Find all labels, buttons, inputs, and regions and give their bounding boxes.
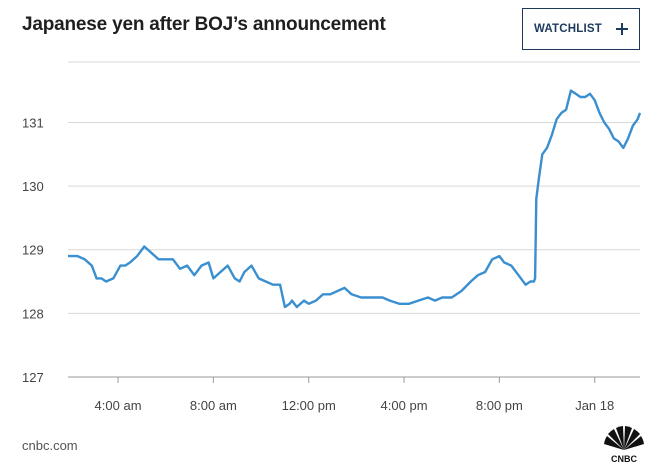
watchlist-button[interactable]: WATCHLIST — [522, 8, 640, 50]
peacock-icon — [604, 426, 644, 450]
source-label: cnbc.com — [22, 438, 78, 453]
series-layer — [68, 89, 642, 309]
x-tick-label: 4:00 am — [95, 398, 142, 413]
y-tick-label: 130 — [22, 179, 44, 194]
axis-layer: 127 128 129 130 131 4:00 am 8:00 am 12:00 pm 4:0… — [22, 115, 640, 413]
y-tick-label: 128 — [22, 306, 44, 321]
watchlist-label: WATCHLIST — [533, 23, 603, 35]
y-tick-label: 131 — [22, 115, 44, 130]
x-tick-label: 8:00 pm — [476, 398, 523, 413]
series-line — [68, 89, 642, 309]
grid-layer — [68, 61, 640, 314]
svg-text:CNBC: CNBC — [611, 454, 637, 464]
x-tick-label: Jan 18 — [575, 398, 614, 413]
cnbc-peacock-logo: CNBC — [604, 426, 644, 464]
chart-title: Japanese yen after BOJ’s announcement — [22, 14, 386, 35]
y-tick-label: 127 — [22, 370, 44, 385]
x-tick-label: 4:00 pm — [381, 398, 428, 413]
x-tick-label: 8:00 am — [190, 398, 237, 413]
y-tick-label: 129 — [22, 243, 44, 258]
x-tick-label: 12:00 pm — [282, 398, 336, 413]
plus-icon — [616, 23, 629, 35]
